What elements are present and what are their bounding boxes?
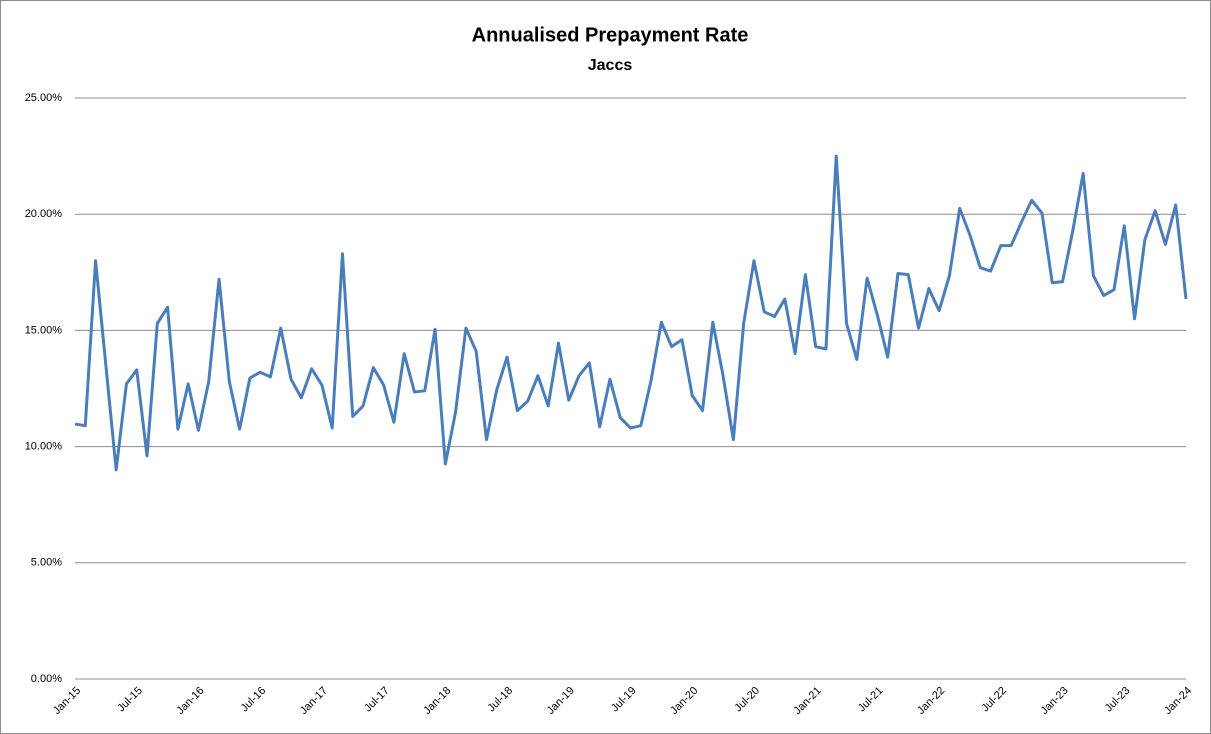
data-line [74,154,1188,472]
y-tick-label: 0.00% [31,673,62,685]
chart-subtitle: Jaccs [588,57,633,74]
y-tick-label: 5.00% [31,557,62,569]
chart-title: Annualised Prepayment Rate [472,24,749,46]
y-tick-label: 25.00% [25,92,63,104]
y-tick-label: 20.00% [25,208,63,220]
y-tick-label: 10.00% [25,441,63,453]
y-tick-label: 15.00% [25,324,63,336]
